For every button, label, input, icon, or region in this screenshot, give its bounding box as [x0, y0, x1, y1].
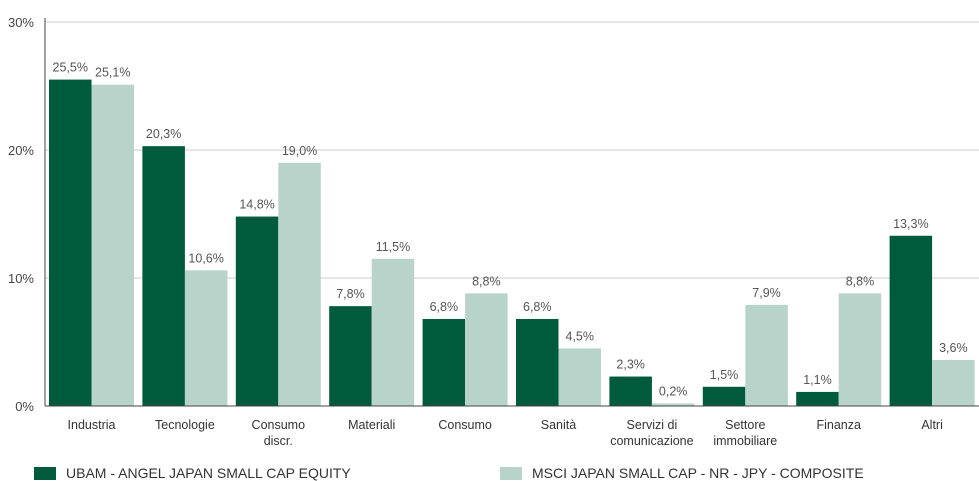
bar [932, 359, 975, 406]
bar [278, 162, 321, 406]
x-tick-label: Altri [921, 418, 943, 432]
x-tick-label-line: comunicazione [610, 434, 693, 448]
x-tick-label-line: Servizi di [627, 418, 678, 432]
data-label: 19,0% [282, 144, 317, 158]
x-tick-label-line: Consumo [438, 418, 492, 432]
bar [329, 306, 372, 406]
bar [609, 376, 652, 406]
bar [889, 235, 933, 406]
legend: UBAM - ANGEL JAPAN SMALL CAP EQUITY MSCI… [0, 465, 979, 481]
x-tick-label: Settore immobiliare [713, 418, 777, 448]
x-tick-label-line: Materiali [348, 418, 395, 432]
legend-label-ubam: UBAM - ANGEL JAPAN SMALL CAP EQUITY [66, 465, 351, 481]
x-tick-label-line: discr. [264, 434, 293, 448]
bar [796, 391, 839, 406]
data-label: 2,3% [616, 358, 645, 372]
x-tick-label-line: Industria [68, 418, 116, 432]
bar [516, 318, 559, 406]
x-tick-label: Industria [68, 418, 116, 432]
data-label: 8,8% [846, 274, 875, 288]
data-label: 4,5% [566, 329, 595, 343]
data-label: 1,1% [803, 373, 832, 387]
x-tick-label: Finanza [816, 418, 861, 432]
bar [184, 270, 228, 406]
data-label: 6,8% [430, 300, 459, 314]
data-label: 25,5% [53, 61, 88, 75]
bar [371, 258, 415, 406]
data-label: 7,8% [336, 287, 365, 301]
x-tick-label: Servizi di comunicazione [610, 418, 693, 448]
x-tick-label-line: Tecnologie [155, 418, 215, 432]
data-label: 1,5% [710, 368, 739, 382]
x-tick-label: Tecnologie [155, 418, 215, 432]
bar [142, 146, 185, 406]
data-label: 25,1% [95, 66, 130, 80]
bar [465, 293, 508, 406]
bar [422, 318, 466, 406]
y-tick-label: 30% [8, 15, 34, 30]
y-tick-label: 0% [15, 399, 34, 414]
x-tick-label-line: Finanza [816, 418, 861, 432]
data-label: 3,6% [939, 341, 968, 355]
data-label: 11,5% [376, 240, 411, 254]
data-label: 6,8% [523, 300, 552, 314]
legend-swatch-ubam [34, 466, 56, 480]
bar [702, 386, 746, 406]
legend-swatch-msci [500, 466, 522, 480]
y-tick-label: 10% [8, 271, 34, 286]
bar [235, 216, 279, 406]
y-tick-label: 20% [8, 143, 34, 158]
x-tick-label: Sanità [541, 418, 576, 432]
legend-item-ubam: UBAM - ANGEL JAPAN SMALL CAP EQUITY [34, 465, 351, 481]
data-label: 7,9% [752, 286, 781, 300]
bar [651, 403, 695, 406]
data-label: 14,8% [239, 198, 274, 212]
bar [558, 348, 601, 406]
bar [49, 79, 92, 406]
x-tick-label: Materiali [348, 418, 395, 432]
bar [91, 84, 134, 406]
bar [838, 293, 882, 406]
x-tick-label-line: Altri [921, 418, 943, 432]
x-tick-label: Consumo discr. [252, 418, 306, 448]
legend-label-msci: MSCI JAPAN SMALL CAP - NR - JPY - COMPOS… [532, 465, 864, 481]
x-tick-label-line: immobiliare [713, 434, 777, 448]
data-label: 13,3% [893, 217, 928, 231]
x-tick-label: Consumo [438, 418, 492, 432]
legend-item-msci: MSCI JAPAN SMALL CAP - NR - JPY - COMPOS… [500, 465, 864, 481]
bar [745, 304, 788, 406]
data-label: 8,8% [472, 274, 501, 288]
data-label: 10,6% [188, 251, 223, 265]
data-label: 20,3% [146, 127, 181, 141]
data-label: 0,2% [659, 384, 688, 398]
x-tick-label-line: Consumo [252, 418, 306, 432]
x-tick-label-line: Settore [725, 418, 765, 432]
x-tick-label-line: Sanità [541, 418, 576, 432]
